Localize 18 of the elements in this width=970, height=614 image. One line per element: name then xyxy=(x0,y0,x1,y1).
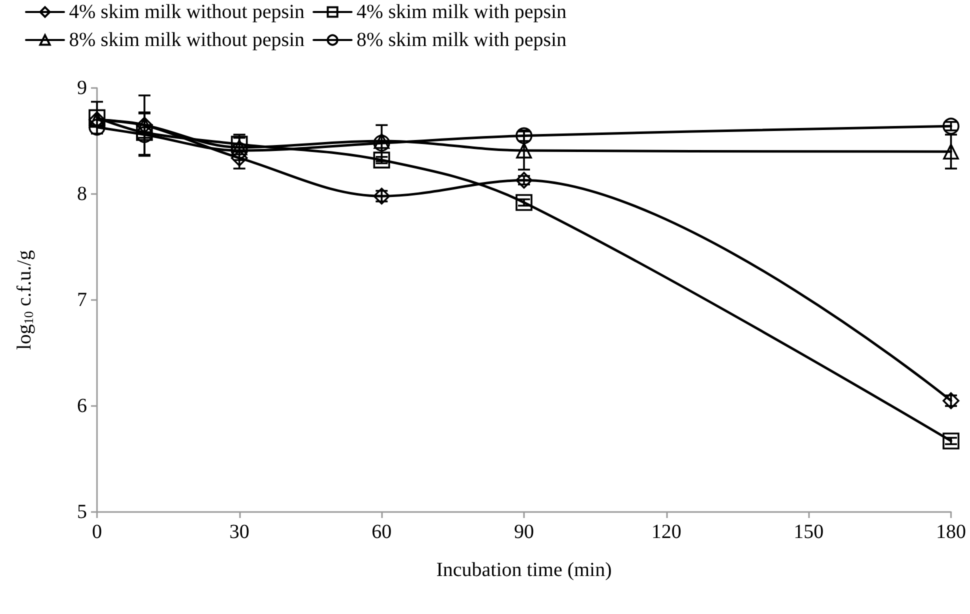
y-tick-label: 9 xyxy=(77,77,87,99)
legend-label: 4% skim milk with pepsin xyxy=(356,1,567,23)
x-tick-label: 60 xyxy=(372,521,392,543)
legend-label: 8% skim milk with pepsin xyxy=(356,29,567,51)
y-tick-label: 5 xyxy=(77,501,87,523)
x-tick-label: 120 xyxy=(651,521,682,543)
x-tick-label: 90 xyxy=(514,521,534,543)
legend-label: 8% skim milk without pepsin xyxy=(69,29,305,51)
x-tick-label: 0 xyxy=(92,521,102,543)
y-tick-label: 8 xyxy=(77,183,87,205)
legend-label: 4% skim milk without pepsin xyxy=(69,1,305,23)
x-tick-label: 180 xyxy=(936,521,966,543)
x-axis-title: Incubation time (min) xyxy=(436,559,612,581)
y-axis-title: log10 c.f.u./g xyxy=(14,250,36,350)
x-tick-label: 30 xyxy=(229,521,250,543)
y-tick-label: 7 xyxy=(77,289,87,311)
x-tick-label: 150 xyxy=(794,521,824,543)
y-tick-label: 6 xyxy=(77,395,87,417)
